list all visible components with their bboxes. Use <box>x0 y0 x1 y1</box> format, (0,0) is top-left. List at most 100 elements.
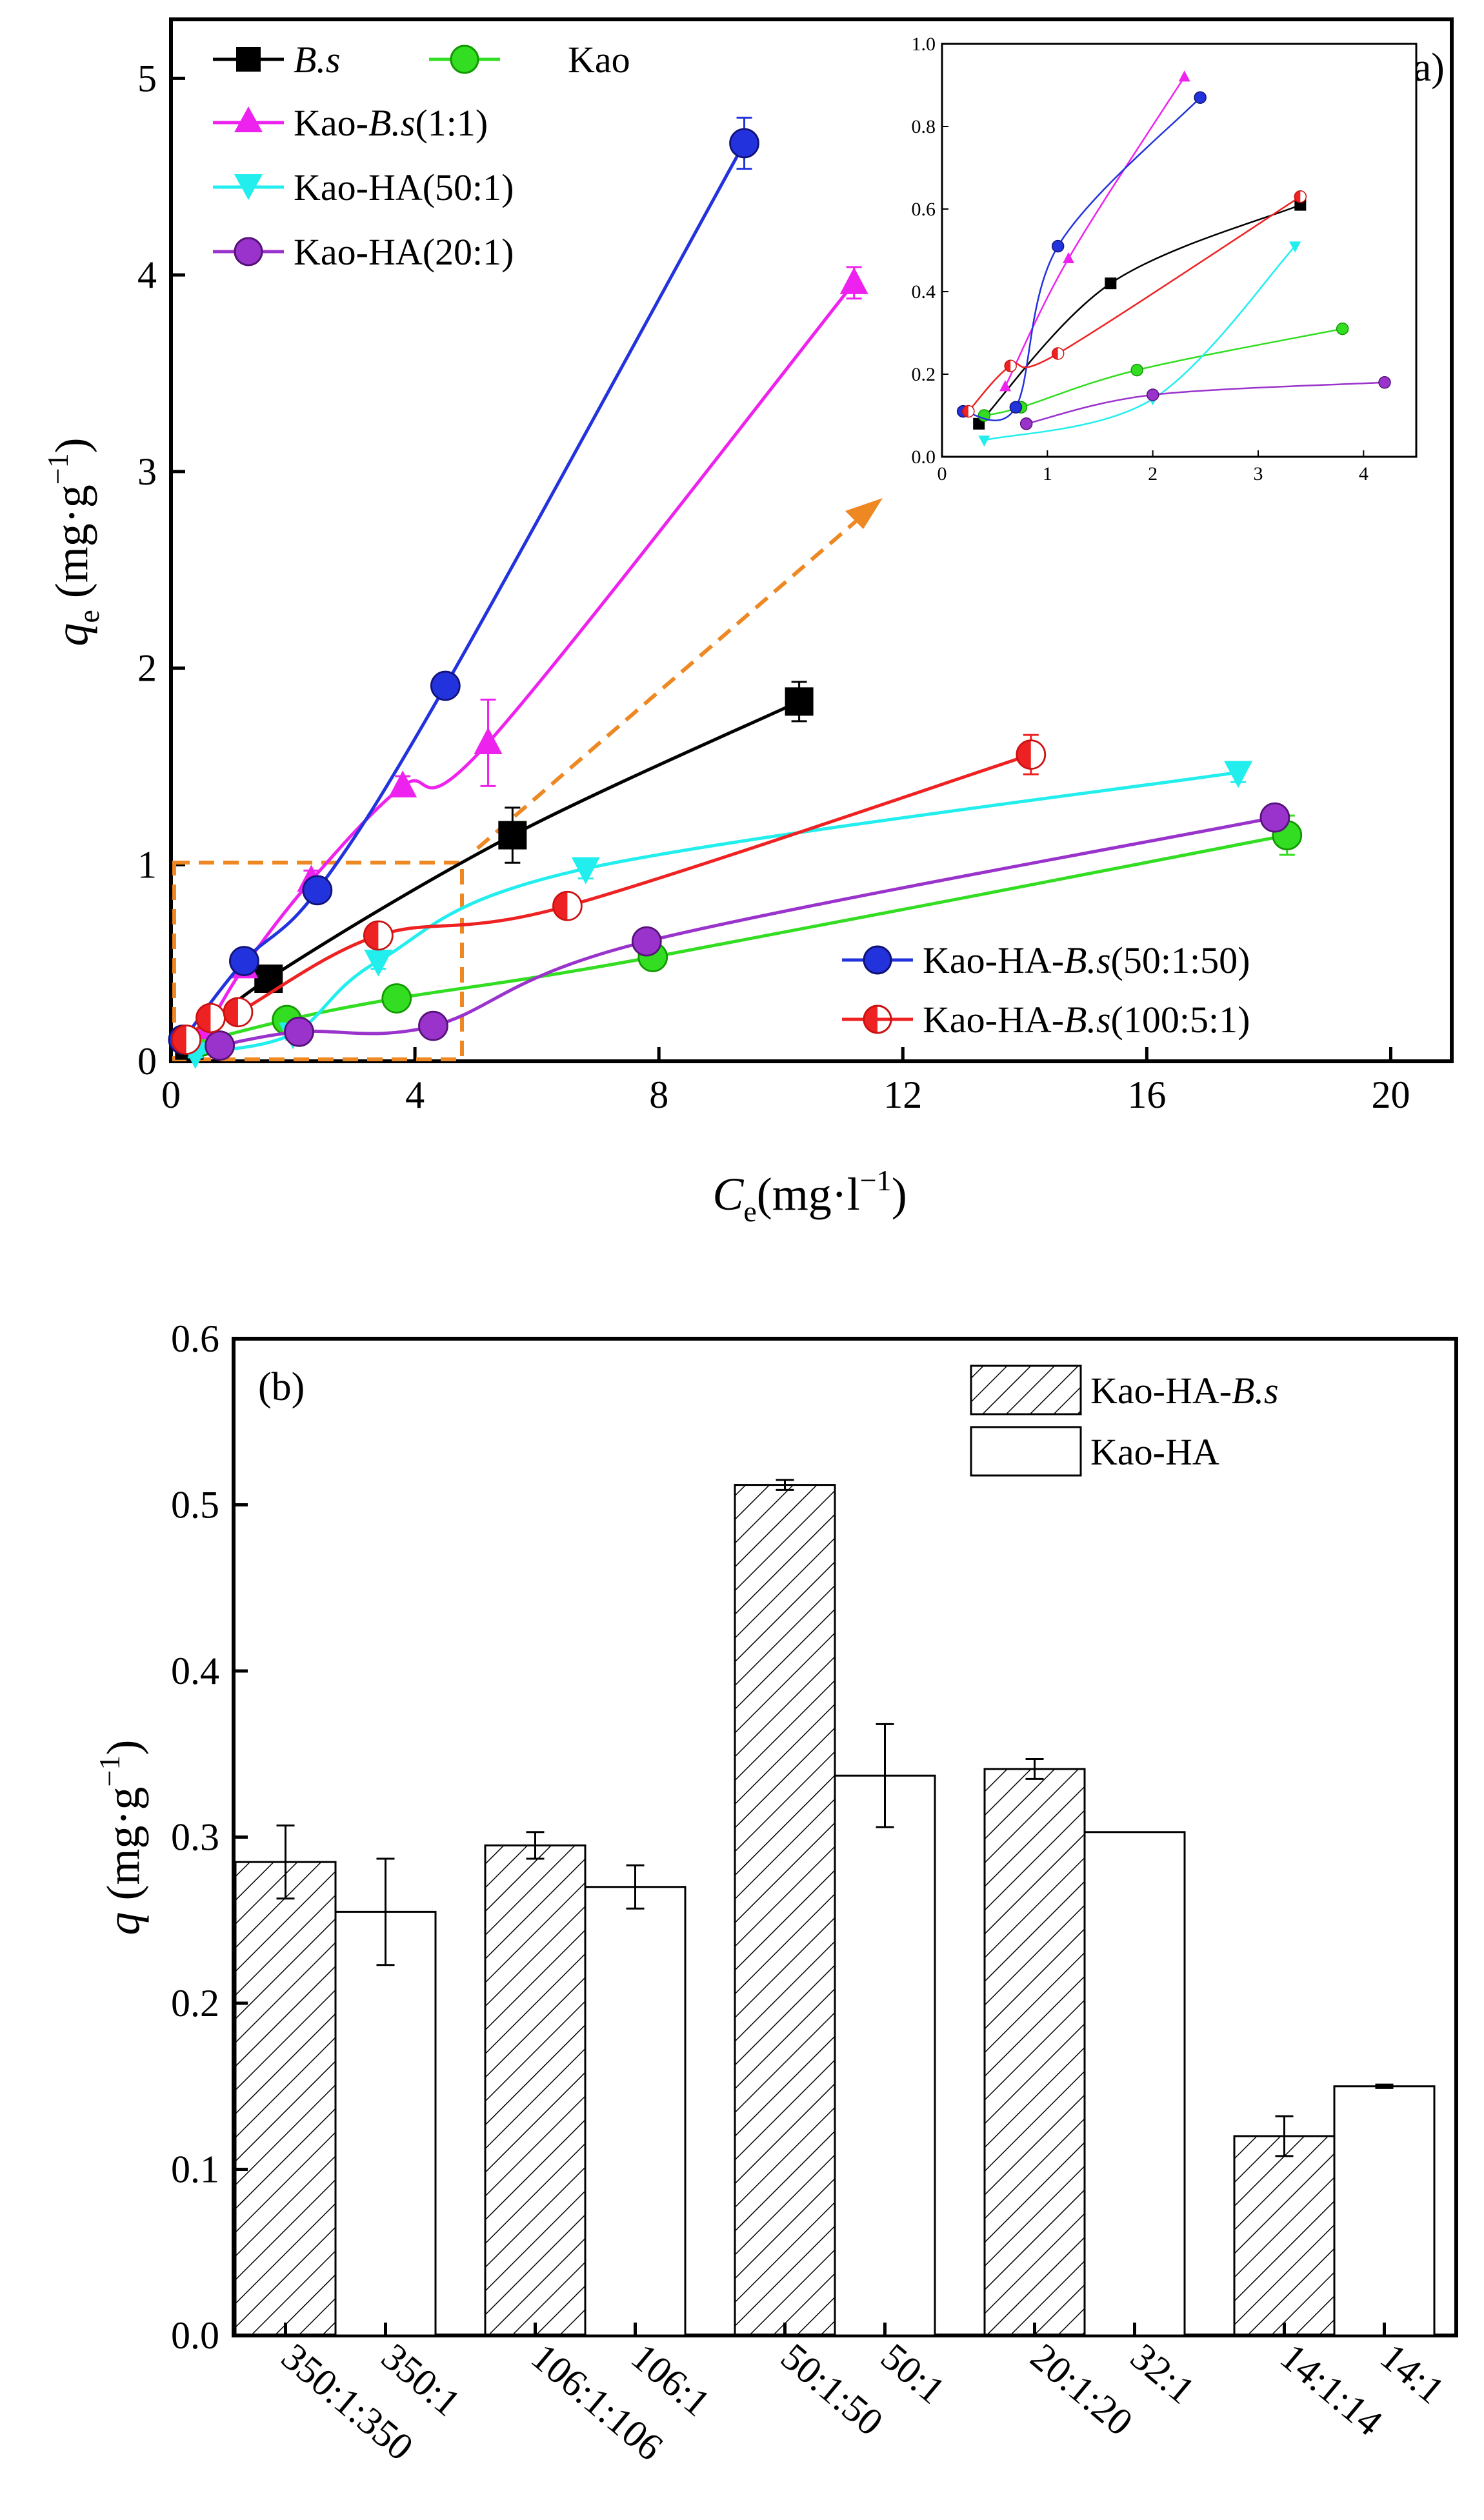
panel-b-y-title: q (mg·g−1) <box>93 1740 149 1935</box>
inset-point-kao-ha-b-s-50-1-50 <box>1194 91 1207 104</box>
legend-label-kao-ha-bs-50-italic: B.s <box>1064 939 1111 981</box>
a-y-tick-label: 3 <box>137 450 157 493</box>
inset-y-tick-label: 1.0 <box>912 34 936 55</box>
b-x-tick-label: 14:1:14 <box>1272 2335 1390 2443</box>
legend-label-kao-ha-bs-50: Kao-HA-B.s(50:1:50) <box>923 939 1250 981</box>
inset-series-line-kao-b-s-1-1 <box>1004 76 1185 387</box>
bar-14-1 <box>1333 2085 1436 2337</box>
b-y-tick-label: 0.4 <box>171 1650 219 1692</box>
data-point-kao-ha-b-s-50-1-50 <box>229 946 259 976</box>
legend-entry-kao-ha: Kao-HA <box>970 1426 1219 1477</box>
bar-series-kao-ha-b-s <box>234 1479 1336 2337</box>
legend-entry-kao-ha-bs: Kao-HA-B.s <box>970 1365 1279 1415</box>
panel-a-y-title-sub: e <box>72 610 105 623</box>
legend-entry-kao-ha-50: Kao-HA(50:1) <box>213 166 514 208</box>
legend-marker-kao <box>450 45 479 74</box>
legend-entry-kao: Kao <box>429 39 630 81</box>
inset: 0.0 0.2 0.4 0.6 0.8 1.0 0 1 2 3 4 <box>912 34 1418 485</box>
inset-point-kao-ha-b-s-100-5-1 <box>1004 359 1017 372</box>
legend-marker-kao-ha-bs-50 <box>863 945 892 975</box>
b-y-tick-label: 0.2 <box>171 1982 219 2025</box>
panel-b-y-title-unit-sup: −1 <box>93 1755 126 1787</box>
legend-bottom: Kao-HA-B.s(50:1:50) Kao-HA-B.s(100:5:1) <box>842 939 1250 1041</box>
legend-label-kao-bs-tail: (1:1) <box>415 102 488 144</box>
bar-32-1 <box>1083 1831 1186 2337</box>
zoom-arrow-line <box>476 517 859 850</box>
bar-50-1-50 <box>734 1484 836 2337</box>
inset-series-kao-ha-b-s-100-5-1 <box>962 190 1307 418</box>
legend-label-bs: B.s <box>294 39 341 81</box>
legend-label-kao-ha-20: Kao-HA(20:1) <box>294 231 514 273</box>
data-point-kao-ha-20-1 <box>205 1030 235 1061</box>
bar-350-1 <box>334 1910 437 2337</box>
panel-b-label: (b) <box>258 1365 305 1409</box>
inset-point-kao-ha-b-s-50-1-50 <box>1009 401 1023 414</box>
legend-label-kao: Kao <box>568 39 630 81</box>
inset-series-line-kao-ha-20-1 <box>1026 381 1385 425</box>
a-x-tick-label: 20 <box>1371 1074 1410 1116</box>
data-point-kao-ha-20-1 <box>1259 802 1290 833</box>
data-point-b-s <box>785 687 814 716</box>
panel-a-y-title-close: ) <box>46 437 97 453</box>
b-y-tick-label: 0.0 <box>171 2314 219 2357</box>
panel-b-y-title-unit: (mg·g <box>97 1786 149 1912</box>
inset-x-tick-label: 3 <box>1254 463 1263 485</box>
data-point-kao-ha-b-s-100-5-1 <box>171 1025 202 1055</box>
inset-series-kao-b-s-1-1 <box>999 70 1190 392</box>
inset-point-kao <box>1336 322 1349 335</box>
legend-marker-kao-ha-20 <box>234 237 263 266</box>
panel-b-y-title-symbol: q <box>97 1912 149 1935</box>
inset-point-kao-ha-b-s-100-5-1 <box>1294 190 1307 203</box>
panel-a-x-title-close: ) <box>892 1168 907 1220</box>
inset-frame <box>941 43 1418 458</box>
bar-20-1-20 <box>983 1768 1086 2337</box>
bar-106-1 <box>584 1886 687 2337</box>
panel-a-y-ticks: 0 1 2 3 4 5 <box>137 57 185 1083</box>
a-x-tick-label: 8 <box>649 1074 668 1116</box>
data-point-kao-ha-b-s-50-1-50 <box>729 128 759 159</box>
data-point-kao-ha-50-1 <box>364 949 393 977</box>
legend-b: Kao-HA-B.s Kao-HA <box>970 1365 1279 1477</box>
series-kao-b-s-1-1 <box>193 266 868 1039</box>
inset-y-tick-label: 0.4 <box>912 281 936 303</box>
data-point-kao-ha-50-1 <box>1224 761 1253 788</box>
legend-label-kao-ha-bs-italic: B.s <box>1232 1370 1279 1412</box>
inset-y-tick-label: 0.0 <box>912 446 936 468</box>
legend-label-kao-bs-main: Kao- <box>294 102 368 144</box>
panel-b: (b) 0.0 0.1 0.2 0.3 0.4 0.5 0.6 350:1:350350:1… <box>93 1317 1458 2468</box>
a-x-tick-label: 4 <box>405 1074 425 1116</box>
legend-marker-kao-ha-50 <box>234 174 263 200</box>
legend-label-kao-ha-bs: Kao-HA-B.s <box>1090 1370 1279 1412</box>
a-y-tick-label: 4 <box>137 254 157 296</box>
inset-x-tick-label: 1 <box>1043 463 1052 485</box>
inset-point-kao-ha-20-1 <box>1019 417 1033 430</box>
inset-x-tick-label: 2 <box>1148 463 1158 485</box>
inset-series-line-kao-ha-b-s-50-1-50 <box>963 97 1201 421</box>
inset-point-kao-ha-50-1 <box>978 435 990 447</box>
bar-50-1 <box>834 1774 936 2337</box>
inset-point-kao-ha-20-1 <box>1378 376 1391 389</box>
bar-14-1-14 <box>1233 2135 1336 2337</box>
panel-a-x-title-sub: e <box>743 1195 756 1228</box>
data-point-kao-ha-20-1 <box>631 926 662 957</box>
data-point-kao-ha-b-s-50-1-50 <box>430 670 461 701</box>
b-x-tick-label: 50:1 <box>873 2335 953 2412</box>
inset-y-tick-label: 0.8 <box>912 116 936 137</box>
inset-point-b-s <box>1105 277 1117 290</box>
inset-point-kao-ha-b-s-100-5-1 <box>1051 347 1065 360</box>
b-y-tick-label: 0.6 <box>171 1317 219 1360</box>
a-x-tick-label: 12 <box>883 1074 922 1116</box>
inset-y-tick-label: 0.2 <box>912 364 936 385</box>
inset-x-tick-label: 0 <box>938 463 947 485</box>
data-point-kao-ha-b-s-100-5-1 <box>196 1003 226 1034</box>
series-kao-ha-b-s-100-5-1 <box>171 734 1047 1055</box>
legend-marker-kao-ha-bs-100 <box>863 1005 892 1034</box>
panel-a-x-title: Ce(mg·l−1) <box>712 1164 907 1228</box>
legend-label-kao-ha-bs-50-tail: (50:1:50) <box>1111 939 1250 981</box>
inset-x-tick-label: 4 <box>1359 463 1369 485</box>
legend-top: B.s Kao Kao-B.s(1:1) Kao-HA(50:1) Kao-HA <box>213 39 630 273</box>
a-y-tick-label: 1 <box>137 843 157 886</box>
legend-entry-kao-bs: Kao-B.s(1:1) <box>213 102 488 144</box>
